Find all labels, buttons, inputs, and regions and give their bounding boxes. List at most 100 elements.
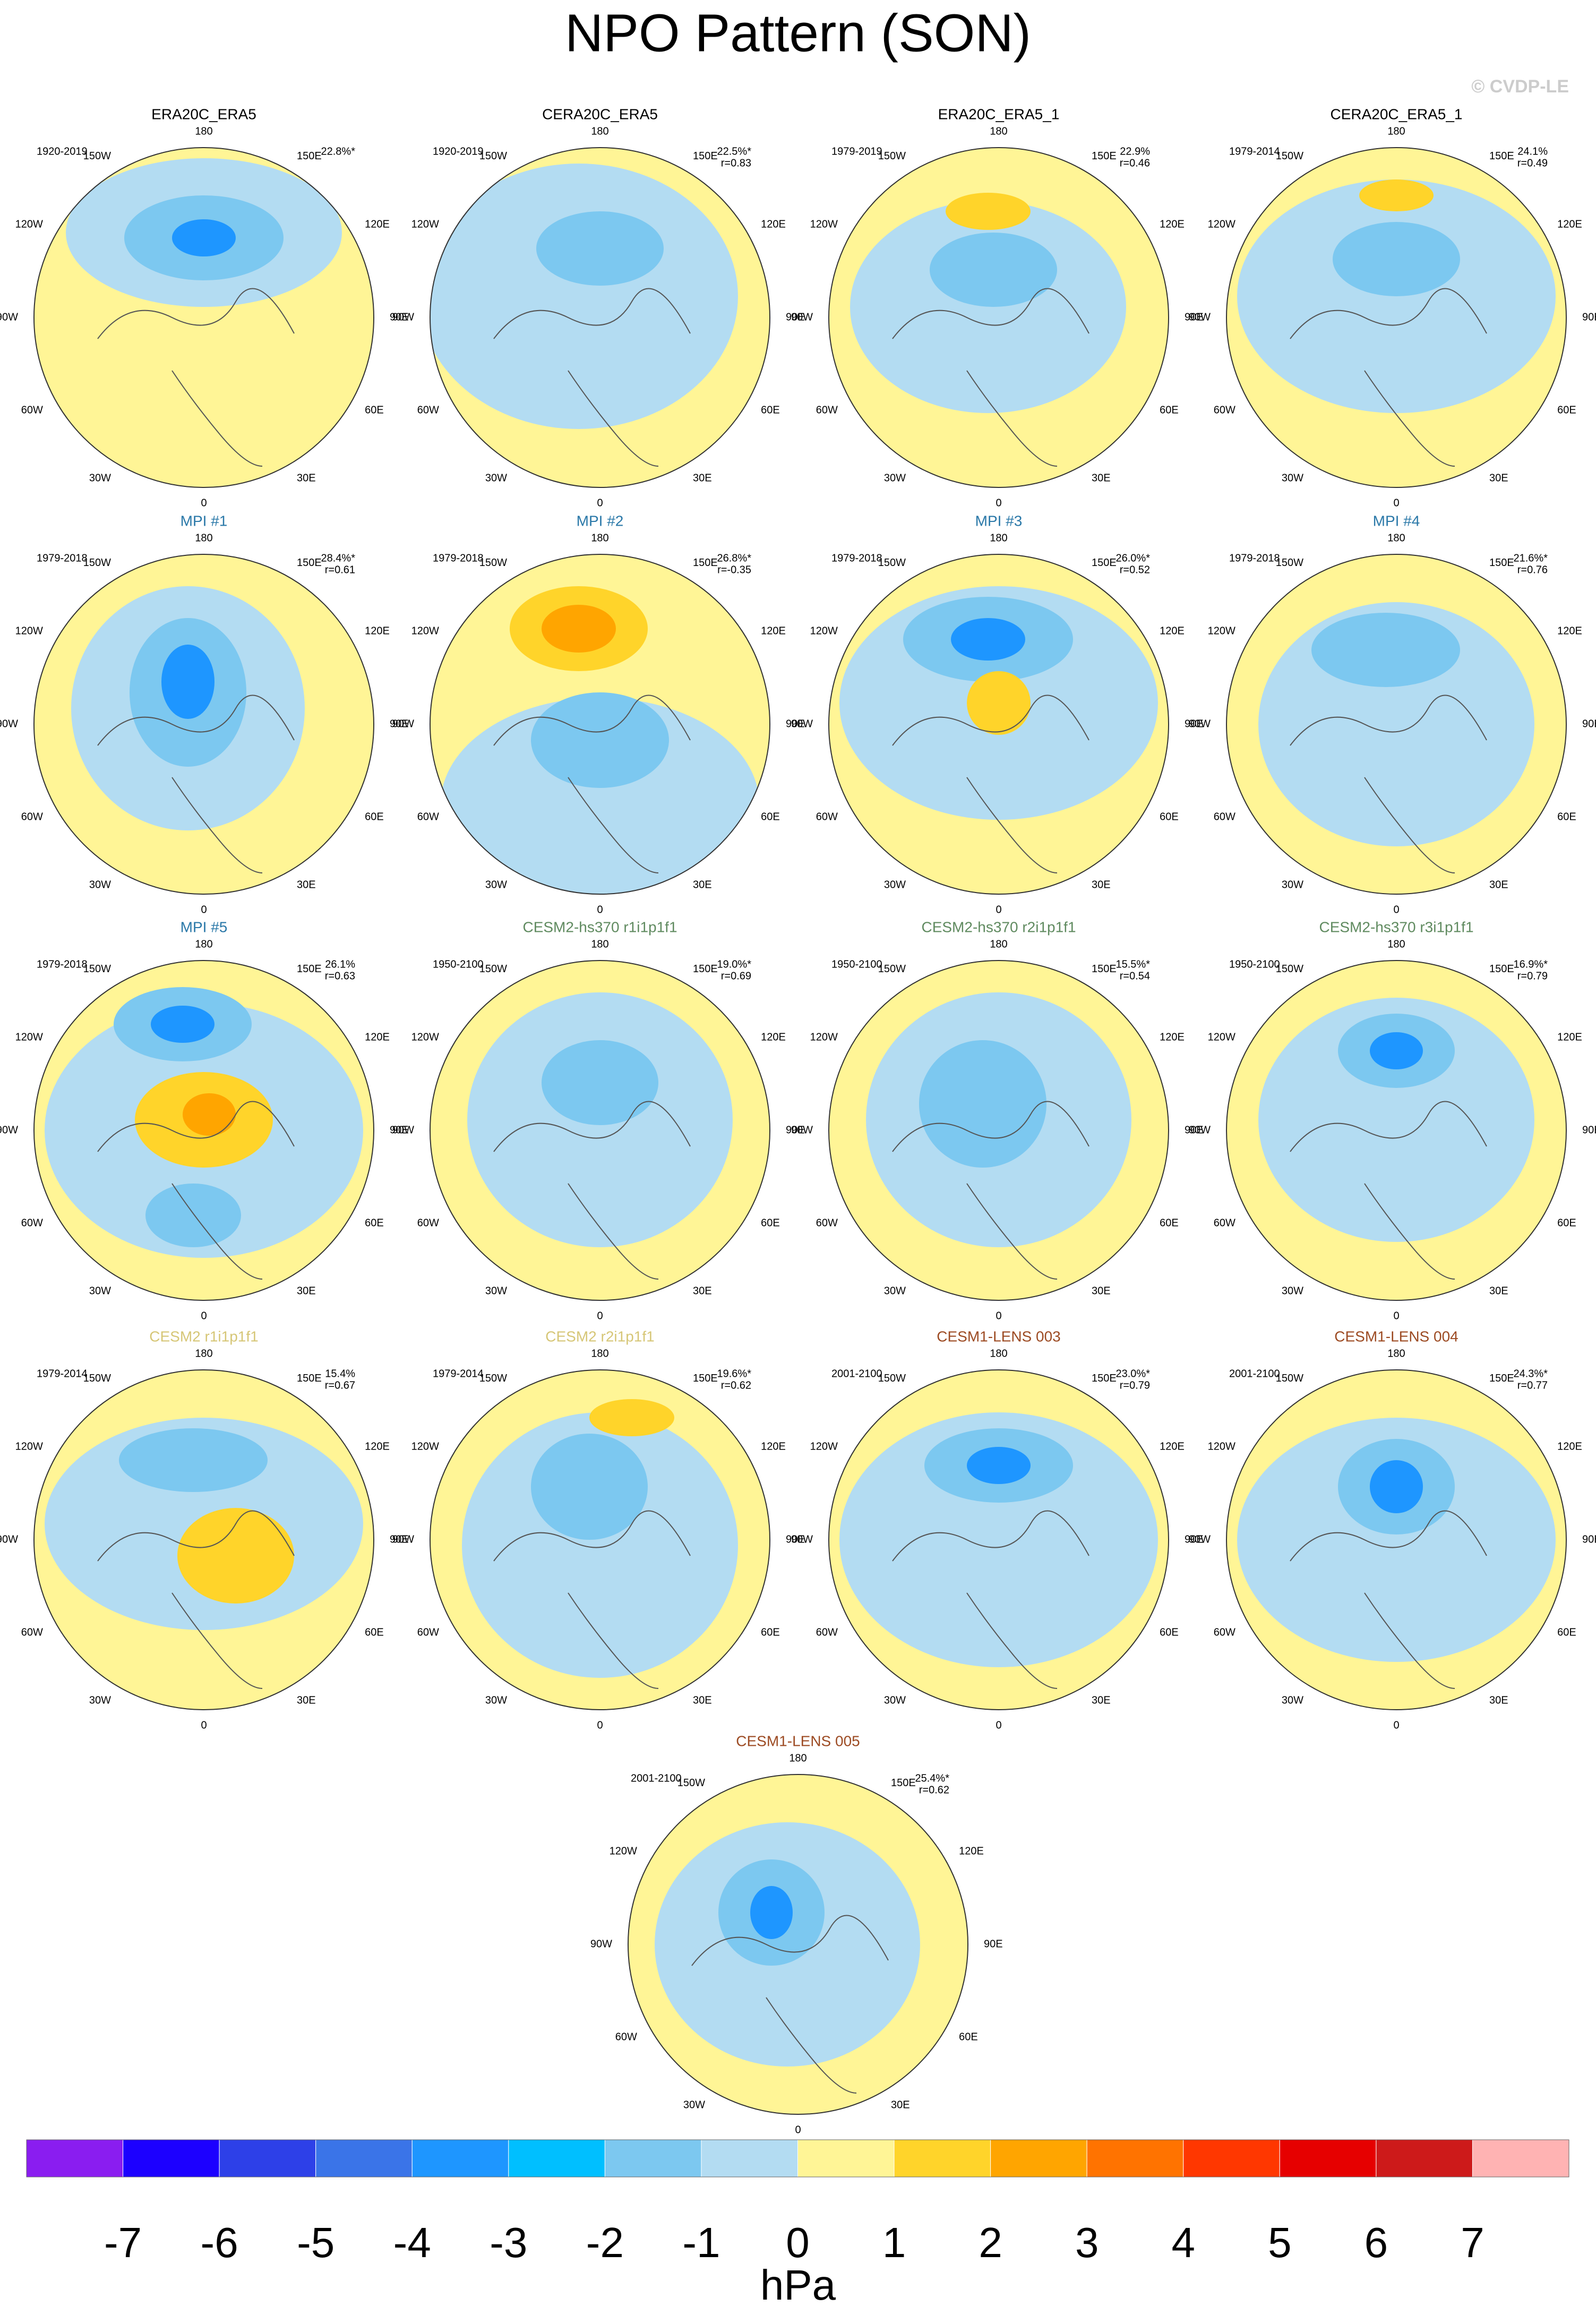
- panel-title: ERA20C_ERA5_1: [938, 106, 1060, 122]
- variance: 26.0%*: [1116, 552, 1151, 564]
- lon-label: 90W: [1189, 1124, 1211, 1136]
- lon-label: 120W: [411, 1441, 439, 1452]
- lon-label: 90E: [1582, 1124, 1596, 1136]
- contour-fill: [1258, 998, 1534, 1242]
- pattern-correlation: r=0.62: [919, 1784, 949, 1796]
- contour-fill: [750, 1886, 793, 1939]
- variance: 28.4%*: [321, 552, 356, 564]
- lon-label: 120W: [1208, 1031, 1235, 1043]
- lon-label: 30W: [89, 879, 111, 890]
- lon-label: 60W: [417, 404, 439, 416]
- map-border: [1226, 147, 1567, 488]
- pattern-correlation: r=0.54: [1120, 970, 1150, 982]
- lon-label: 180: [990, 125, 1007, 137]
- lon-label: 120E: [1557, 218, 1582, 230]
- colorbar-label: -2: [586, 2219, 624, 2266]
- variance: 16.9%*: [1514, 958, 1548, 970]
- lon-label: 90E: [1185, 718, 1204, 730]
- lon-label: 0: [795, 2124, 801, 2136]
- period: 1979-2014: [1229, 145, 1280, 157]
- contours: [441, 586, 759, 894]
- variance: 24.1%: [1517, 145, 1548, 157]
- lon-label: 90W: [590, 1938, 612, 1950]
- pattern-correlation: r=0.69: [721, 970, 751, 982]
- map-panel: ERA20C_ERA5_1 1979-2019 22.9%r=0.46 180 150E…: [791, 106, 1204, 509]
- lon-label: 60E: [1557, 1626, 1576, 1638]
- panel-title: MPI #2: [577, 512, 624, 529]
- lon-label: 180: [591, 532, 608, 544]
- contours: [839, 1412, 1158, 1689]
- coastline: [97, 1101, 295, 1280]
- map-panel: CESM1-LENS 005 2001-2100 25.4%*r=0.62 180 15…: [590, 1733, 1003, 2136]
- lon-label: 90W: [392, 1533, 414, 1545]
- lon-label: 60W: [816, 1217, 838, 1229]
- lon-label: 90E: [786, 1124, 805, 1136]
- lon-label: 0: [1393, 904, 1399, 915]
- period: 1979-2018: [37, 958, 88, 970]
- lon-label: 150W: [878, 557, 906, 569]
- colorbar-box: [1279, 2139, 1377, 2177]
- colorbar-box: [411, 2139, 509, 2177]
- contour-fill: [930, 233, 1057, 307]
- lon-label: 180: [195, 532, 212, 544]
- contour-fill: [1359, 179, 1434, 211]
- lon-label: 150W: [878, 963, 906, 975]
- lon-label: 180: [990, 1348, 1007, 1359]
- contour-fill: [119, 1428, 268, 1492]
- lon-label: 180: [195, 125, 212, 137]
- contours: [1258, 602, 1534, 873]
- contours: [462, 1399, 738, 1689]
- lon-label: 60W: [417, 1217, 439, 1229]
- period: 2001-2100: [631, 1772, 682, 1784]
- contour-fill: [967, 671, 1031, 735]
- colorbar-box: [894, 2139, 991, 2177]
- lon-label: 30W: [884, 1285, 906, 1297]
- map-panel: CESM2-hs370 r2i1p1f1 1950-2100 15.5%*r=0.5…: [791, 919, 1204, 1322]
- coastline: [493, 1510, 691, 1689]
- colorbar-label: 2: [979, 2219, 1002, 2266]
- lon-label: 180: [195, 938, 212, 950]
- lon-label: 30E: [1092, 472, 1111, 484]
- lon-label: 120W: [411, 625, 439, 637]
- lon-label: 0: [201, 1719, 207, 1731]
- lon-label: 30W: [89, 1285, 111, 1297]
- lon-label: 150W: [1276, 963, 1303, 975]
- lon-label: 60W: [417, 811, 439, 822]
- contours: [850, 193, 1126, 467]
- lon-label: 30E: [297, 1694, 316, 1706]
- colorbar-box: [508, 2139, 605, 2177]
- lon-label: 0: [1393, 1310, 1399, 1322]
- map-border: [33, 554, 374, 895]
- map-panel: CESM1-LENS 003 2001-2100 23.0%*r=0.79 180 15…: [791, 1328, 1204, 1731]
- contours: [467, 992, 733, 1280]
- variance: 26.1%: [325, 958, 355, 970]
- map-border: [828, 147, 1169, 488]
- contours: [66, 158, 342, 467]
- lon-label: 60E: [1160, 1217, 1179, 1229]
- lon-label: 90W: [0, 1533, 18, 1545]
- lon-label: 60W: [816, 404, 838, 416]
- lon-label: 120W: [15, 1031, 43, 1043]
- lon-label: 150W: [83, 150, 111, 162]
- colorbar-label: 0: [786, 2219, 810, 2266]
- colorbar-label: -4: [393, 2219, 431, 2266]
- colorbar-box: [1376, 2139, 1473, 2177]
- lon-label: 30W: [884, 879, 906, 890]
- lon-label: 60E: [365, 1626, 384, 1638]
- lon-label: 150E: [693, 557, 718, 569]
- contour-fill: [172, 219, 236, 256]
- lon-label: 150E: [1092, 557, 1117, 569]
- lon-label: 150W: [1276, 150, 1303, 162]
- lon-label: 30W: [485, 1285, 507, 1297]
- lon-label: 150W: [878, 1373, 906, 1384]
- lon-label: 120W: [810, 1031, 838, 1043]
- lon-label: 120W: [610, 1845, 637, 1857]
- lon-label: 0: [996, 1719, 1001, 1731]
- colorbar-label: -1: [682, 2219, 720, 2266]
- coastline: [493, 288, 691, 467]
- lon-label: 90W: [392, 718, 414, 730]
- lon-label: 120E: [761, 625, 786, 637]
- lon-label: 180: [1387, 125, 1405, 137]
- lon-label: 120W: [1208, 1441, 1235, 1452]
